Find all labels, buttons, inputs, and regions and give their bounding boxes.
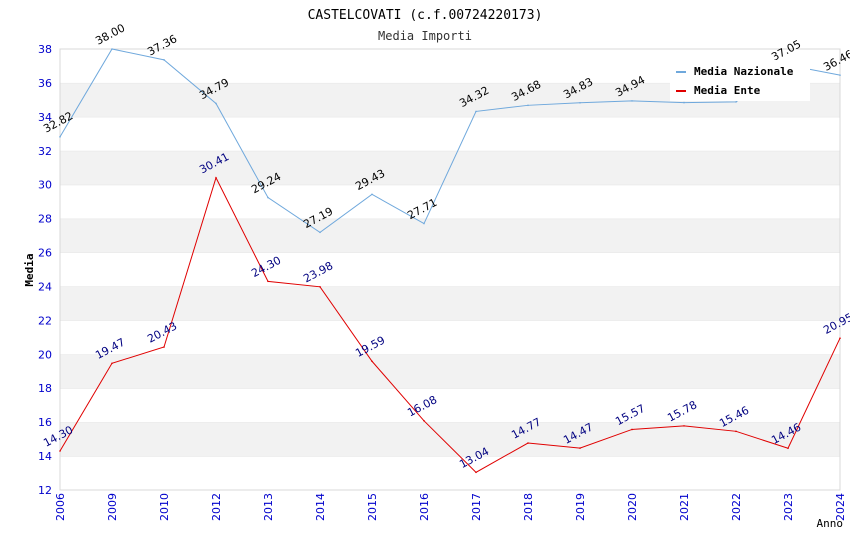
- y-tick-label: 34: [38, 111, 52, 124]
- grid-band: [60, 422, 840, 457]
- grid-band: [60, 388, 840, 423]
- x-axis-label: Anno: [817, 517, 844, 530]
- data-point: [371, 360, 373, 363]
- data-point: [683, 425, 685, 427]
- x-axis: 2006 2009 2010 2012 2013 2014 2015 2016 2017 2018…: [54, 493, 847, 521]
- grid-band: [60, 252, 840, 287]
- data-point: [735, 430, 737, 433]
- x-tick-label: 2010: [158, 493, 171, 521]
- data-point: [163, 59, 165, 61]
- data-point: [111, 362, 113, 365]
- data-point: [111, 48, 113, 50]
- y-tick-label: 12: [38, 484, 52, 497]
- y-tick-label: 24: [38, 280, 52, 293]
- data-point: [631, 100, 633, 102]
- y-tick-label: 38: [38, 43, 52, 56]
- y-axis: 12 14 16 18 20 22 24 26 28 30 32 34 36 38: [38, 43, 52, 497]
- y-tick-label: 14: [38, 450, 52, 463]
- data-point: [215, 102, 217, 105]
- data-point: [371, 193, 373, 196]
- grid-band: [60, 354, 840, 389]
- data-label: 38.00: [93, 21, 127, 47]
- legend-label-nazionale: Media Nazionale: [694, 65, 794, 78]
- data-point: [787, 447, 789, 450]
- data-point: [631, 428, 633, 431]
- x-tick-label: 2020: [626, 493, 639, 521]
- legend-box: [670, 60, 810, 101]
- x-tick-label: 2013: [262, 493, 275, 521]
- data-point: [683, 101, 685, 104]
- data-point: [423, 222, 425, 225]
- x-tick-label: 2006: [54, 493, 67, 521]
- x-tick-label: 2019: [574, 493, 587, 521]
- data-point: [319, 231, 321, 234]
- y-tick-label: 36: [38, 77, 52, 90]
- grid-band: [60, 286, 840, 321]
- data-point: [267, 196, 269, 199]
- legend: Media Nazionale Media Ente: [670, 60, 810, 101]
- x-tick-label: 2024: [834, 493, 847, 521]
- y-tick-label: 16: [38, 416, 52, 429]
- x-tick-label: 2018: [522, 493, 535, 521]
- data-point: [527, 442, 529, 444]
- grid-band: [60, 456, 840, 490]
- x-tick-label: 2015: [366, 493, 379, 521]
- series-line-nazionale: [59, 48, 841, 233]
- legend-label-ente: Media Ente: [694, 84, 761, 97]
- chart-title: CASTELCOVATI (c.f.00724220173): [308, 8, 543, 23]
- series-line-ente: [59, 176, 841, 473]
- data-point: [735, 101, 737, 103]
- data-point: [579, 447, 581, 449]
- x-tick-label: 2023: [782, 493, 795, 521]
- x-tick-label: 2021: [678, 493, 691, 521]
- data-point: [527, 104, 529, 107]
- y-tick-label: 32: [38, 145, 52, 158]
- y-tick-label: 28: [38, 213, 52, 226]
- y-tick-label: 22: [38, 314, 52, 327]
- data-point: [475, 471, 477, 474]
- chart-subtitle: Media Importi: [378, 29, 472, 43]
- data-point: [163, 346, 165, 348]
- x-tick-label: 2012: [210, 493, 223, 521]
- data-point: [267, 280, 269, 283]
- data-point: [59, 450, 61, 452]
- x-tick-label: 2022: [730, 493, 743, 521]
- x-tick-label: 2014: [314, 493, 327, 521]
- grid-band: [60, 218, 840, 253]
- x-tick-label: 2017: [470, 493, 483, 521]
- data-point: [839, 74, 841, 76]
- data-point: [475, 110, 477, 113]
- data-point: [59, 136, 61, 138]
- y-tick-label: 18: [38, 382, 52, 395]
- data-point: [423, 419, 425, 422]
- y-tick-label: 20: [38, 348, 52, 361]
- plot-area: [59, 48, 841, 491]
- grid-band: [60, 116, 840, 151]
- y-tick-label: 30: [38, 179, 52, 192]
- data-point: [215, 176, 217, 179]
- grid-band: [60, 184, 840, 219]
- y-tick-label: 26: [38, 247, 52, 260]
- x-tick-label: 2009: [106, 493, 119, 521]
- data-point: [319, 286, 321, 288]
- data-point: [579, 101, 581, 104]
- y-axis-label: Media: [23, 253, 36, 286]
- x-tick-label: 2016: [418, 493, 431, 521]
- data-point: [839, 337, 841, 339]
- grid-band: [60, 320, 840, 355]
